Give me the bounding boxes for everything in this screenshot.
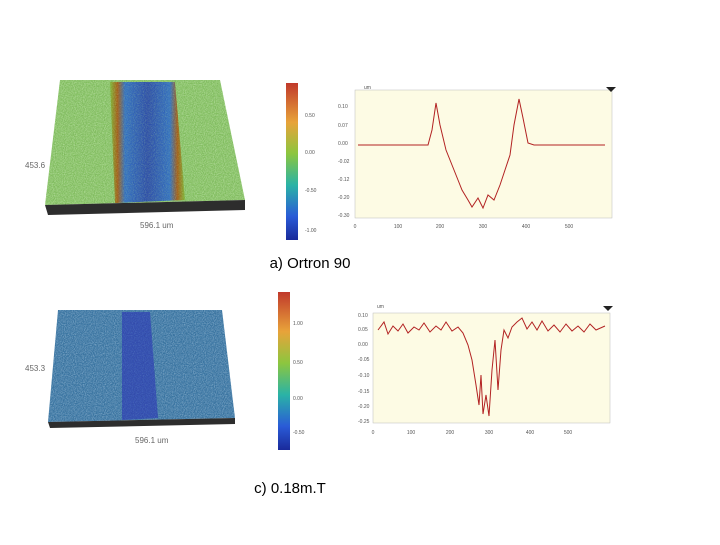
surface-3d [45,80,245,215]
colorbar-tick: 0.00 [305,150,315,156]
x-tick-label: 500 [565,224,574,230]
x-tick-label: 200 [436,224,445,230]
x-tick-label: 0 [372,430,375,436]
x-tick-label: 400 [522,224,531,230]
height-label: 453.6 [25,161,46,170]
y-tick-label: -0.10 [358,373,370,379]
colorbar-tick: -0.50 [293,430,305,436]
x-tick-label: 100 [394,224,403,230]
colorbar-tick: 0.50 [305,113,315,119]
x-tick-label: 300 [479,224,488,230]
x-tick-label: 100 [407,430,416,436]
colorbar-tick: 0.00 [293,396,303,402]
unit-label: um [364,85,371,91]
width-label: 596.1 um [140,221,174,230]
y-tick-label: 0.00 [358,342,368,348]
profile-yticks: 0.10 0.05 0.00 -0.05 -0.10 -0.15 -0.20 -… [358,313,370,425]
unit-label: um [377,304,384,310]
caption: c) 0.18m.T [254,480,326,497]
profile-yticks: 0.10 0.07 0.00 -0.02 -0.12 -0.20 -0.30 [338,104,350,219]
y-tick-label: -0.02 [338,159,350,165]
height-label: 453.3 [25,364,46,373]
colorbar-ticks: 1.00 0.50 0.00 -0.50 [293,321,305,436]
profile-xticks: 0 100 200 300 400 500 [372,430,573,436]
y-tick-label: 0.05 [358,327,368,333]
colorbar [286,83,298,240]
profile-chart [372,306,613,424]
surface-3d [48,310,235,428]
x-tick-label: 500 [564,430,573,436]
profile-chart [354,87,616,219]
y-tick-label: 0.10 [338,104,348,110]
y-tick-label: 0.10 [358,313,368,319]
width-label: 596.1 um [135,436,169,445]
colorbar-tick: -0.50 [305,188,317,194]
y-tick-label: -0.20 [358,404,370,410]
y-tick-label: -0.30 [338,213,350,219]
colorbar-tick: 1.00 [293,321,303,327]
colorbar-tick: 0.50 [293,360,303,366]
y-tick-label: -0.15 [358,389,370,395]
y-tick-label: 0.07 [338,123,348,129]
x-tick-label: 200 [446,430,455,436]
colorbar-ticks: 0.50 0.00 -0.50 -1.00 [305,113,317,234]
profile-xticks: 0 100 200 300 400 500 [354,224,574,230]
colorbar-tick: -1.00 [305,228,317,234]
y-tick-label: -0.20 [338,195,350,201]
colorbar [278,292,290,450]
x-tick-label: 300 [485,430,494,436]
y-tick-label: -0.12 [338,177,350,183]
caption: a) Ortron 90 [270,255,351,272]
x-tick-label: 0 [354,224,357,230]
y-tick-label: -0.05 [358,357,370,363]
y-tick-label: -0.25 [358,419,370,425]
x-tick-label: 400 [526,430,535,436]
y-tick-label: 0.00 [338,141,348,147]
